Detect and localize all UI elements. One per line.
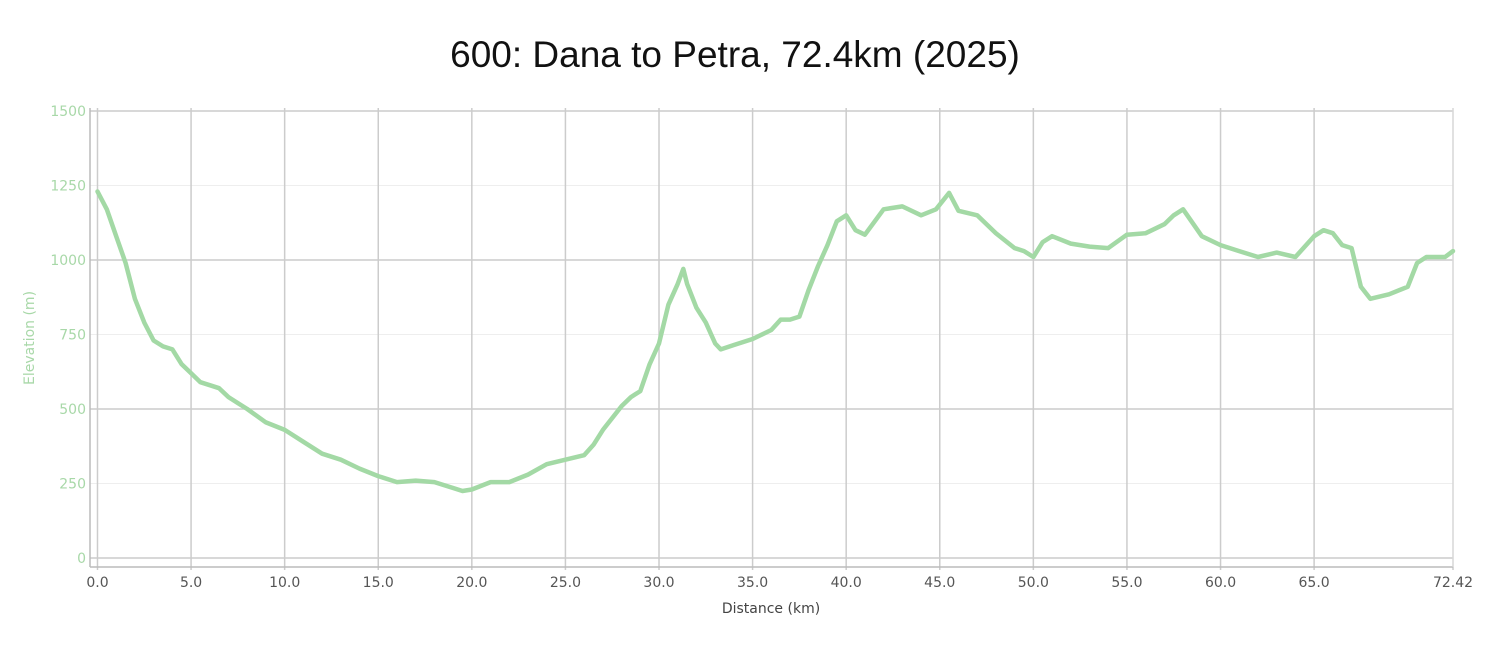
x-tick-label: 30.0 xyxy=(643,575,674,591)
x-tick-label: 72.42 xyxy=(1433,575,1473,591)
y-axis-label: Elevation (m) xyxy=(22,291,38,385)
y-tick-label: 750 xyxy=(59,328,86,344)
plot-area xyxy=(95,189,1456,494)
x-tick-label: 60.0 xyxy=(1205,575,1236,591)
x-tick-label: 20.0 xyxy=(456,575,487,591)
y-tick-label: 250 xyxy=(59,477,86,493)
y-tick-label: 1000 xyxy=(50,253,86,269)
y-tick-label: 0 xyxy=(77,551,86,567)
x-tick-label: 15.0 xyxy=(363,575,394,591)
x-tick-label: 45.0 xyxy=(924,575,955,591)
x-tick-label: 55.0 xyxy=(1111,575,1142,591)
x-tick-label: 35.0 xyxy=(737,575,768,591)
x-tick-label: 5.0 xyxy=(180,575,202,591)
x-tick-label: 0.0 xyxy=(86,575,108,591)
elevation-line xyxy=(95,189,1456,494)
y-tick-label: 500 xyxy=(59,402,86,418)
axes xyxy=(89,108,1454,568)
x-tick-label: 65.0 xyxy=(1299,575,1330,591)
x-tick-label: 10.0 xyxy=(269,575,300,591)
tick-labels: 0 250 500 750 1000 1250 1500 0.0 5.0 10.0 15.0 20.0… xyxy=(50,104,1473,591)
y-tick-label: 1250 xyxy=(50,178,86,194)
x-tick-label: 50.0 xyxy=(1018,575,1049,591)
chart-title: 600: Dana to Petra, 72.4km (2025) xyxy=(450,34,1020,75)
x-axis-label: Distance (km) xyxy=(722,601,820,617)
x-tick-label: 25.0 xyxy=(550,575,581,591)
grid xyxy=(90,108,1454,570)
y-tick-label: 1500 xyxy=(50,104,86,120)
x-tick-label: 40.0 xyxy=(831,575,862,591)
